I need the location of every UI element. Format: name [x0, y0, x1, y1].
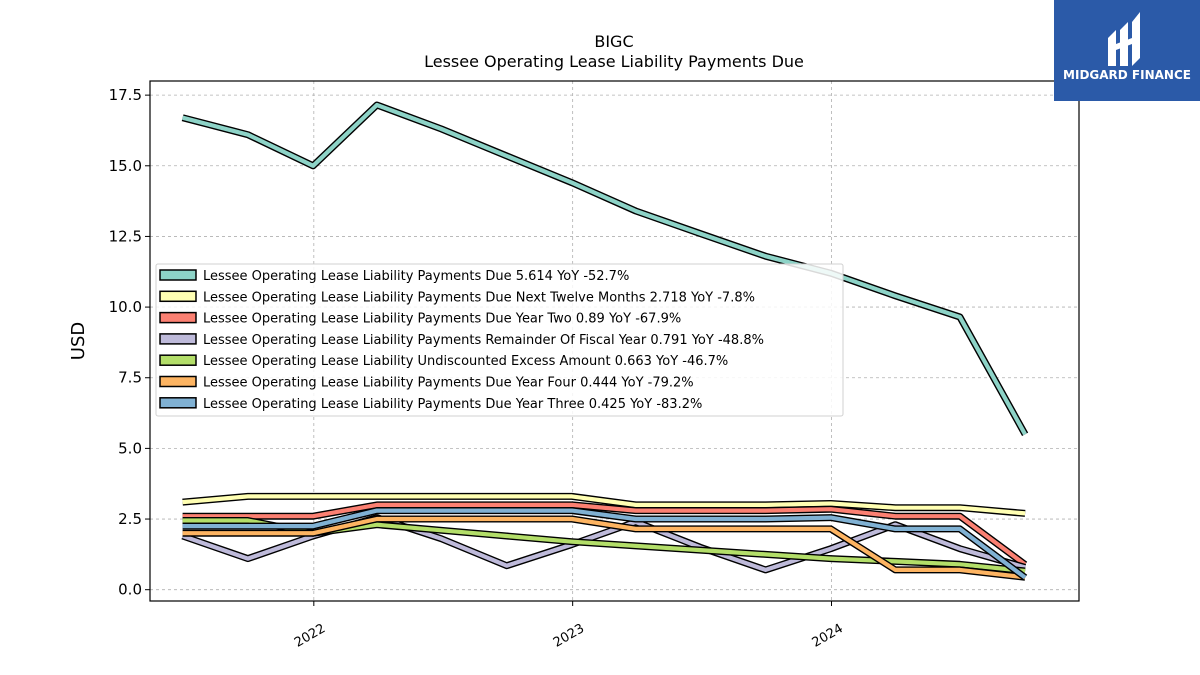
legend-swatch [159, 397, 197, 409]
y-tick-label: 12.5 [109, 227, 142, 245]
series-line-stroke [182, 502, 1027, 567]
legend-entry: Lessee Operating Lease Liability Payment… [203, 376, 694, 391]
logo-text: MIDGARD FINANCE [1063, 68, 1191, 82]
y-tick-label: 10.0 [109, 298, 142, 316]
series-line-stroke [182, 494, 1026, 516]
legend-entry: Lessee Operating Lease Liability Payment… [203, 312, 681, 327]
legend-swatch [159, 375, 197, 388]
legend-entry: Lessee Operating Lease Liability Undisco… [203, 354, 728, 369]
legend-swatch [159, 333, 197, 345]
y-axis-label: USD [68, 322, 89, 360]
series-line [182, 515, 1026, 581]
legend-entry: Lessee Operating Lease Liability Payment… [203, 397, 702, 412]
x-tick-label: 2024 [810, 621, 846, 651]
y-tick-label: 7.5 [118, 369, 142, 387]
legend-swatch [159, 311, 197, 324]
x-tick-label: 2022 [292, 621, 328, 651]
series-line-stroke [182, 102, 1027, 436]
series-line [181, 101, 1029, 437]
y-tick-label: 15.0 [109, 157, 142, 175]
series-line [182, 492, 1026, 517]
y-tick-label: 5.0 [118, 439, 142, 457]
series-line [182, 507, 1028, 581]
legend-entry: Lessee Operating Lease Liability Payment… [203, 290, 755, 305]
y-tick-label: 0.0 [118, 581, 142, 599]
y-tick-label: 17.5 [109, 86, 142, 104]
plot-area-frame [149, 80, 1080, 602]
x-tick-label: 2023 [551, 621, 587, 651]
series-line-stroke [182, 516, 1026, 580]
legend-box [155, 263, 844, 417]
y-tick-label: 2.5 [118, 510, 142, 528]
chart-title: BIGC [594, 32, 633, 51]
midgard-finance-logo: MIDGARD FINANCE [1054, 0, 1200, 101]
y-axis-ticks: 0.0 2.5 5.0 7.5 10.0 12.5 15.0 17.5 [109, 86, 150, 599]
midgard-logo-icon [1108, 12, 1140, 66]
legend-swatch [159, 290, 197, 303]
legend-entry: Lessee Operating Lease Liability Payment… [203, 333, 764, 348]
legend-swatch [159, 354, 197, 366]
series-line [182, 501, 1028, 568]
legend-swatch [159, 269, 197, 281]
x-axis-ticks: 2022 2023 2024 [292, 601, 846, 651]
series-line-stroke [182, 508, 1027, 580]
legend-entry: Lessee Operating Lease Liability Payment… [203, 269, 629, 284]
legend: Lessee Operating Lease Liability Payment… [155, 263, 844, 417]
series-lines [181, 101, 1029, 581]
chart-subtitle: Lessee Operating Lease Liability Payment… [424, 52, 804, 71]
